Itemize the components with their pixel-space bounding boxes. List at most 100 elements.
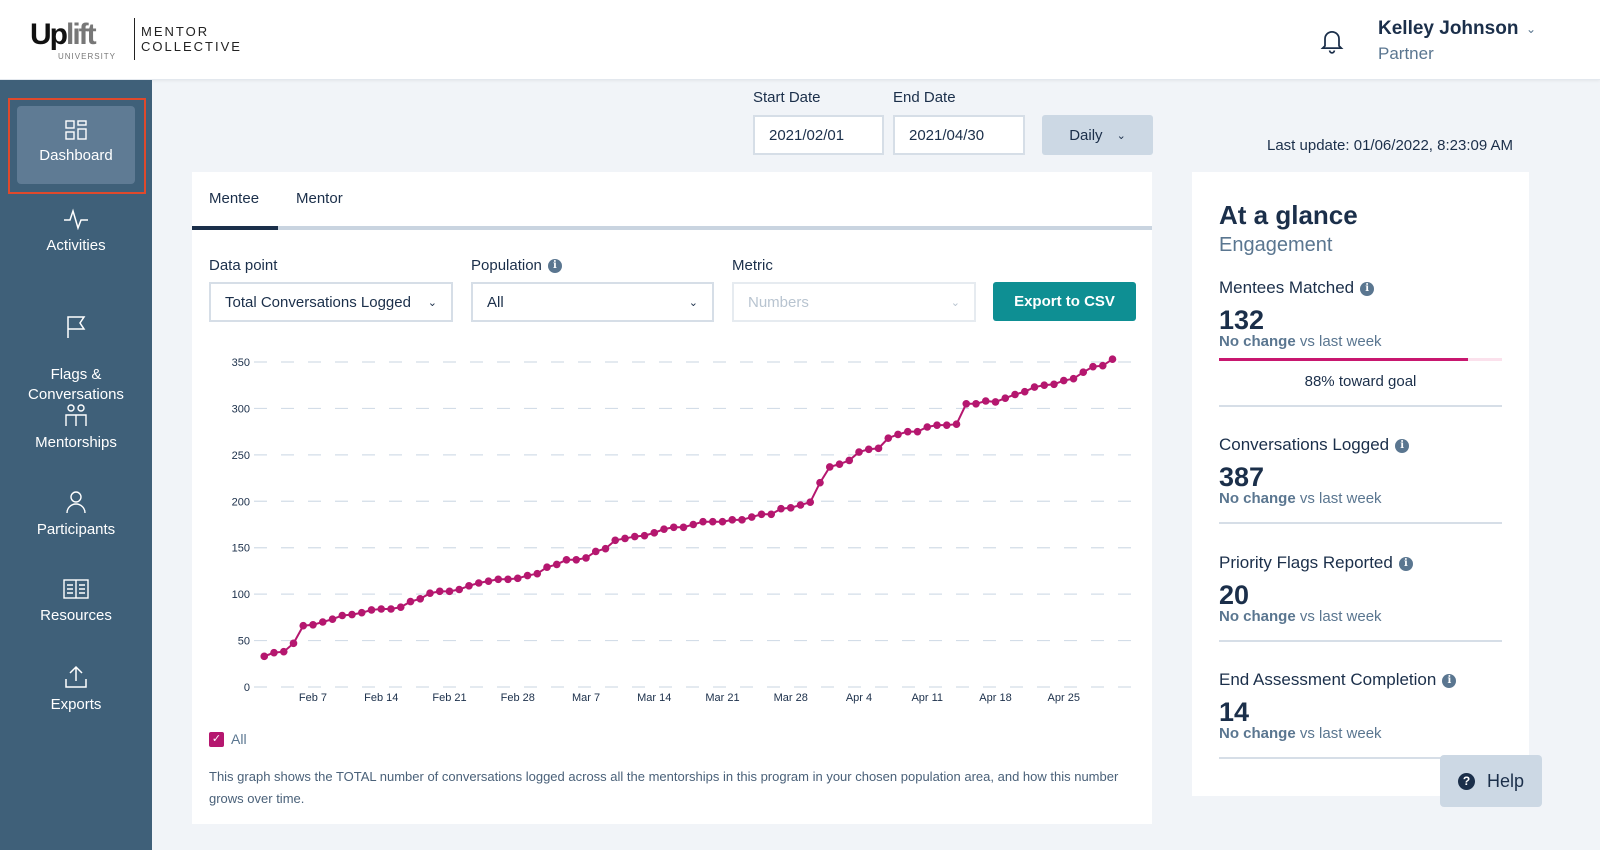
glance-title: At a glance: [1219, 200, 1358, 230]
sidebar-item-flags-conversations[interactable]: Flags & Conversations: [17, 281, 135, 405]
metric-select[interactable]: Numbers ⌄: [732, 282, 976, 322]
data-point: [338, 611, 347, 620]
data-point: [435, 587, 444, 596]
y-tick-label: 0: [244, 682, 250, 694]
end-date-label: End Date: [893, 89, 956, 106]
sidebar-item-exports[interactable]: Exports: [17, 651, 135, 715]
data-point: [640, 531, 649, 540]
divider: [1219, 757, 1502, 759]
legend-item[interactable]: ✓ All: [209, 731, 247, 747]
data-point: [708, 517, 717, 526]
end-date-input[interactable]: 2021/04/30: [893, 115, 1025, 155]
sidebar-item-dashboard[interactable]: Dashboard: [17, 106, 135, 184]
logo[interactable]: Uplift UNIVERSITY MENTOR COLLECTIVE: [30, 16, 242, 62]
goal-progress-bar: [1219, 358, 1502, 361]
data-point: [552, 560, 561, 569]
line-chart: 0 50 100 150 200 250 300 350 Feb 7 Feb 14 Feb 21 Fe…: [232, 355, 1132, 704]
sidebar-item-label: Mentorships: [35, 434, 117, 451]
data-point: [952, 420, 961, 429]
data-point: [465, 581, 473, 590]
data-point: [582, 554, 590, 562]
x-tick-label: Apr 25: [1048, 692, 1080, 704]
info-icon[interactable]: i: [1360, 281, 1375, 296]
info-icon[interactable]: i: [547, 259, 562, 274]
user-role: Partner: [1378, 44, 1434, 63]
user-name[interactable]: Kelley Johnson: [1378, 18, 1519, 39]
data-point: [396, 603, 405, 611]
metric-conversations-logged: Conversations Logged i 387 No change vs l…: [1219, 435, 1502, 524]
data-point: [455, 585, 464, 594]
start-date-input[interactable]: 2021/02/01: [753, 115, 884, 155]
tab-bar: Mentee Mentor: [192, 172, 1152, 230]
y-tick-label: 250: [232, 450, 250, 462]
data-point: [1050, 380, 1058, 389]
data-point: [962, 399, 971, 408]
x-tick-label: Feb 28: [501, 692, 535, 704]
x-tick-label: Apr 11: [911, 692, 943, 704]
data-point: [611, 536, 620, 545]
data-point: [884, 434, 893, 442]
y-tick-label: 200: [232, 496, 250, 508]
population-select[interactable]: All ⌄: [471, 282, 714, 322]
data-point: [1098, 361, 1107, 370]
data-point: [523, 571, 532, 580]
data-point: [777, 504, 785, 513]
data-point: [864, 445, 873, 454]
data-point: [816, 478, 824, 487]
export-csv-button[interactable]: Export to CSV: [993, 282, 1136, 321]
tab-mentee[interactable]: Mentee: [209, 190, 260, 207]
population-value: All: [487, 293, 504, 311]
data-point: [981, 397, 990, 405]
sidebar-item-resources[interactable]: Resources: [17, 564, 135, 626]
data-point: [1040, 381, 1049, 390]
chevron-down-icon: ⌄: [688, 296, 698, 309]
data-point: [377, 605, 386, 613]
bell-icon[interactable]: [1318, 26, 1346, 54]
info-icon[interactable]: i: [1398, 556, 1413, 571]
active-tab-indicator: [192, 226, 278, 230]
sidebar-item-mentorships[interactable]: Mentorships: [17, 389, 135, 453]
flag-icon: [67, 316, 86, 338]
data-point: [357, 608, 366, 617]
data-point: [1001, 394, 1010, 403]
info-icon[interactable]: i: [1395, 438, 1410, 453]
data-point-select[interactable]: Total Conversations Logged ⌄: [209, 282, 453, 322]
data-point: [855, 448, 863, 456]
data-point: [279, 647, 288, 656]
data-point: [445, 587, 454, 596]
activity-pulse-icon: [64, 208, 88, 230]
interval-select[interactable]: Daily ⌄: [1042, 115, 1153, 155]
data-point: [923, 423, 932, 431]
data-point: [1011, 390, 1019, 399]
chevron-down-icon: ⌄: [427, 296, 437, 309]
sidebar-item-activities[interactable]: Activities: [17, 194, 135, 256]
x-tick-label: Mar 28: [774, 692, 808, 704]
y-tick-label: 150: [232, 543, 250, 555]
x-tick-label: Mar 21: [705, 692, 739, 704]
upload-icon: [65, 665, 87, 688]
metric-priority-flags: Priority Flags Reported i 20 No change vs…: [1219, 553, 1502, 642]
help-button[interactable]: ? Help: [1440, 755, 1542, 807]
data-point: [309, 620, 317, 629]
data-point: [484, 577, 493, 585]
data-point: [562, 555, 571, 564]
data-point: [806, 498, 815, 507]
metric-end-assessment: End Assessment Completion i 14 No change …: [1219, 670, 1502, 759]
divider: [1219, 522, 1502, 524]
data-point: [933, 421, 941, 429]
checkbox-checked-icon[interactable]: ✓: [209, 731, 224, 747]
y-tick-label: 350: [232, 357, 250, 369]
glance-subtitle: Engagement: [1219, 234, 1333, 256]
tab-mentor[interactable]: Mentor: [296, 190, 343, 207]
data-point: [1079, 368, 1088, 377]
chevron-down-icon[interactable]: ⌄: [1526, 22, 1537, 36]
y-tick-label: 300: [232, 403, 250, 415]
data-point: [913, 427, 922, 436]
sidebar-item-participants[interactable]: Participants: [17, 476, 135, 540]
info-icon[interactable]: i: [1442, 673, 1457, 688]
x-tick-label: Feb 14: [364, 692, 398, 704]
x-tick-label: Apr 4: [846, 692, 872, 704]
data-point: [289, 639, 298, 648]
metric-title: Priority Flags Reported i: [1219, 553, 1502, 573]
sidebar-item-label: Activities: [46, 237, 106, 254]
